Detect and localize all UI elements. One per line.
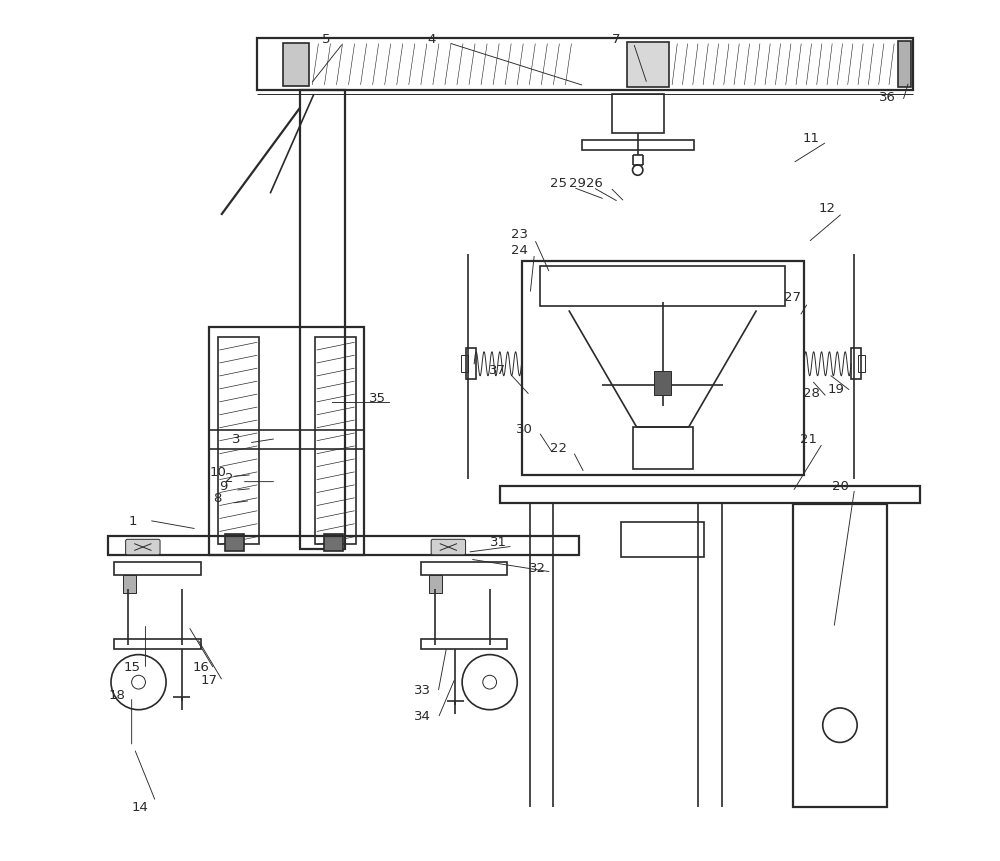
Text: 10: 10 <box>209 465 226 478</box>
Bar <box>114 562 201 576</box>
Bar <box>108 536 579 555</box>
Text: 12: 12 <box>819 202 836 215</box>
Bar <box>612 96 664 134</box>
Text: 3: 3 <box>232 432 240 446</box>
Bar <box>793 505 887 807</box>
FancyBboxPatch shape <box>431 540 466 555</box>
FancyBboxPatch shape <box>126 540 160 555</box>
Text: 34: 34 <box>414 709 431 722</box>
Text: 17: 17 <box>201 673 218 686</box>
Text: 8: 8 <box>214 491 222 504</box>
Text: 36: 36 <box>879 90 896 103</box>
Text: 7: 7 <box>612 33 620 46</box>
Bar <box>324 535 343 552</box>
Bar <box>114 640 201 650</box>
Text: 35: 35 <box>369 392 386 405</box>
Text: 20: 20 <box>832 480 848 492</box>
Text: 26: 26 <box>586 177 603 189</box>
Bar <box>851 349 861 380</box>
Bar <box>627 43 669 88</box>
Bar <box>582 141 694 152</box>
Text: 16: 16 <box>192 660 209 673</box>
Bar <box>421 562 507 576</box>
Text: 27: 27 <box>784 291 801 304</box>
Text: 1: 1 <box>128 514 137 527</box>
Text: 2: 2 <box>225 471 233 484</box>
Bar <box>633 428 693 469</box>
Bar <box>123 576 136 593</box>
Text: 18: 18 <box>109 688 125 701</box>
Text: 31: 31 <box>490 536 507 548</box>
Text: 22: 22 <box>550 441 567 455</box>
Bar <box>466 349 476 380</box>
Text: 14: 14 <box>132 801 149 814</box>
Bar <box>654 372 671 396</box>
Text: 23: 23 <box>511 228 528 241</box>
Bar <box>621 523 704 557</box>
Bar <box>257 40 913 91</box>
Text: 21: 21 <box>800 432 817 446</box>
Text: 9: 9 <box>219 479 227 492</box>
Bar <box>858 356 865 373</box>
Bar <box>225 535 244 552</box>
Text: 11: 11 <box>803 132 820 145</box>
Bar <box>500 486 920 504</box>
Bar <box>429 576 442 593</box>
Bar <box>540 266 785 307</box>
Bar <box>300 91 345 549</box>
Bar <box>218 338 259 545</box>
Bar <box>522 262 804 475</box>
Text: 25: 25 <box>550 177 567 189</box>
Bar <box>283 44 309 87</box>
Text: 15: 15 <box>123 660 140 673</box>
Text: 32: 32 <box>529 561 546 574</box>
Text: 29: 29 <box>569 177 586 189</box>
Text: 19: 19 <box>827 383 844 396</box>
Text: 33: 33 <box>414 684 431 697</box>
Bar <box>421 640 507 650</box>
Bar <box>209 327 364 555</box>
Bar <box>315 338 356 545</box>
Text: 30: 30 <box>516 422 533 436</box>
Text: 5: 5 <box>322 33 330 46</box>
Text: 4: 4 <box>427 33 435 46</box>
Text: 37: 37 <box>489 364 506 377</box>
Bar <box>898 42 911 89</box>
Text: 28: 28 <box>803 387 820 400</box>
Text: 24: 24 <box>511 244 528 257</box>
Bar <box>209 430 364 449</box>
Bar <box>461 356 468 373</box>
